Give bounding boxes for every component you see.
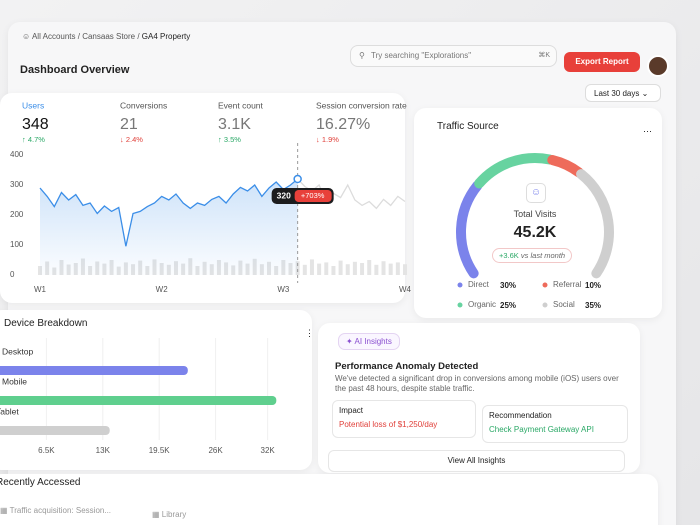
recent-item[interactable]: ▦ Traffic acquisition: Session...: [0, 506, 112, 515]
insight-title: Performance Anomaly Detected: [335, 361, 479, 372]
crumb[interactable]: GA4 Property: [141, 32, 191, 41]
total-change: +3.6K vs last month: [492, 248, 573, 263]
total-value: 45.2K: [513, 224, 557, 241]
visits-icon: ☺: [526, 183, 546, 203]
recent-card: [0, 474, 658, 525]
ai-badge: ✦ AI Insights: [338, 333, 400, 350]
overview-card: [0, 93, 405, 303]
search-box[interactable]: ⚲ Try searching "Explorations" ⌘K: [350, 45, 557, 67]
traffic-card: [414, 108, 662, 318]
menu[interactable]: ⋯: [643, 126, 652, 136]
search-shortcut: ⌘K: [538, 52, 550, 59]
date-range-label: Last 30 days: [594, 89, 640, 98]
view-all-button[interactable]: View All Insights: [328, 450, 625, 472]
search-placeholder: Try searching "Explorations": [371, 51, 472, 60]
badge-text: AI Insights: [354, 337, 392, 346]
crumb[interactable]: Cansaas Store: [82, 32, 136, 41]
avatar[interactable]: [647, 55, 669, 77]
recommendation-box: Recommendation Check Payment Gateway API: [482, 405, 628, 443]
device-card: [0, 310, 312, 470]
card-title: Recently Accessed: [0, 477, 81, 488]
recommendation-text: Check Payment Gateway API: [489, 425, 594, 434]
impact-text: Potential loss of $1,250/day: [339, 420, 438, 429]
change-suffix: vs last month: [520, 251, 566, 260]
recent-item-text: Traffic acquisition: Session...: [9, 506, 112, 515]
recent-item-text: Library: [161, 510, 187, 519]
change-value: +3.6K: [499, 251, 519, 260]
crumb[interactable]: All Accounts: [31, 32, 76, 41]
card-title: Device Breakdown: [4, 318, 88, 329]
insight-description: We've detected a significant drop in con…: [335, 374, 619, 393]
export-button[interactable]: Export Report: [564, 52, 640, 72]
page-title: Dashboard Overview: [20, 64, 130, 76]
impact-box: Impact Potential loss of $1,250/day: [332, 400, 476, 438]
recent-item[interactable]: ▦ Library: [152, 510, 187, 519]
total-label: Total Visits: [513, 209, 557, 219]
card-title: Traffic Source: [437, 121, 499, 132]
impact-label: Impact: [339, 406, 364, 415]
menu[interactable]: ⋮: [305, 328, 314, 338]
breadcrumb: ☺ All Accounts / Cansaas Store / GA4 Pro…: [22, 32, 191, 41]
date-range[interactable]: Last 30 days ⌄: [585, 84, 661, 102]
recommendation-label: Recommendation: [489, 411, 552, 420]
